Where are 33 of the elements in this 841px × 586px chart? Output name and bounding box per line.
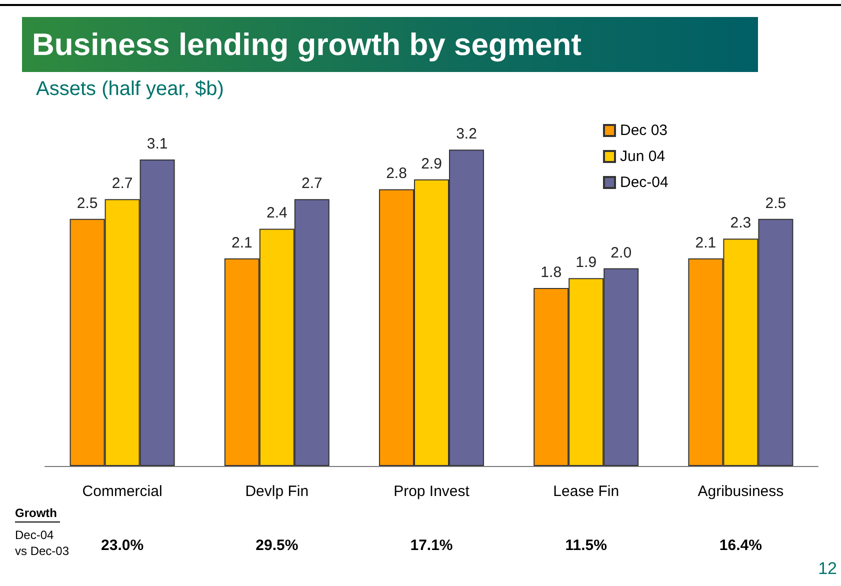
x-tick-label: Prop Invest bbox=[394, 483, 470, 500]
data-label: 1.9 bbox=[576, 254, 597, 272]
data-label: 2.8 bbox=[386, 165, 407, 182]
text: 29.5% bbox=[256, 537, 298, 554]
data-label: 2.3 bbox=[730, 214, 752, 232]
data-label: 2.7 bbox=[301, 175, 322, 192]
data-label: 2.0 bbox=[610, 244, 632, 262]
data-label: 2.5 bbox=[765, 194, 786, 212]
x-tick-label: Commercial bbox=[82, 483, 162, 500]
data-label: 1.8 bbox=[540, 264, 562, 282]
data-label: 3.2 bbox=[456, 126, 477, 143]
text: Growth bbox=[15, 506, 57, 520]
text: 23.0% bbox=[101, 537, 144, 554]
x-tick-label: Agribusiness bbox=[698, 483, 784, 500]
x-tick-label: Lease Fin bbox=[553, 483, 620, 500]
legend-label: Dec-04 bbox=[620, 174, 668, 191]
text: 17.1% bbox=[410, 537, 453, 554]
chart-subtitle: Assets (half year, $b) bbox=[36, 78, 224, 101]
legend-label: Dec 03 bbox=[620, 122, 668, 139]
text: 16.4% bbox=[719, 537, 762, 554]
legend-label: Jun 04 bbox=[620, 148, 666, 165]
text: 12 bbox=[818, 559, 838, 578]
data-label: 2.1 bbox=[231, 234, 252, 252]
data-label: 2.4 bbox=[266, 204, 288, 222]
data-label: 3.1 bbox=[146, 136, 168, 153]
chart-title: Business lending growth by segment bbox=[22, 17, 758, 72]
data-label: 2.5 bbox=[76, 194, 98, 212]
data-label: 2.1 bbox=[695, 234, 716, 252]
x-tick-label: Devlp Fin bbox=[245, 483, 309, 500]
text: 11.5% bbox=[565, 537, 607, 554]
data-label: 2.7 bbox=[112, 175, 133, 192]
text: Dec-04 vs Dec-03 bbox=[15, 528, 70, 558]
data-label: 2.9 bbox=[421, 155, 442, 172]
